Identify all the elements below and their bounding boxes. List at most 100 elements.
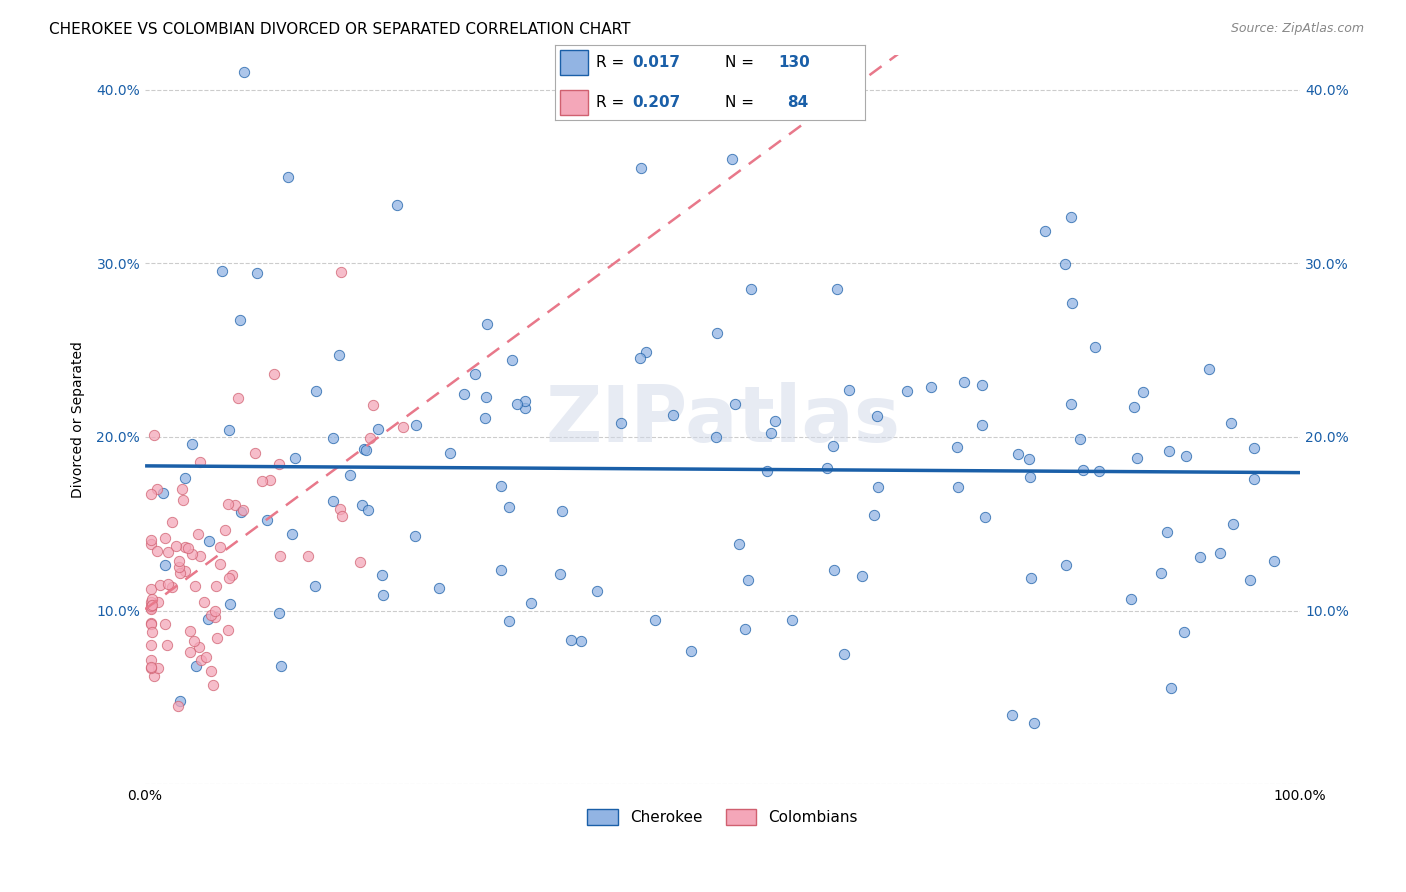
Point <box>1222 516 1244 531</box>
Point <box>204 603 226 617</box>
Bar <box>560 50 588 75</box>
Point <box>464 367 486 381</box>
Point <box>354 442 377 457</box>
Point <box>200 608 222 623</box>
Point <box>1060 296 1083 310</box>
Point <box>1173 625 1195 640</box>
Point <box>139 638 162 652</box>
Point <box>1156 524 1178 539</box>
Point <box>263 368 285 382</box>
Point <box>188 455 211 469</box>
Point <box>173 564 195 578</box>
Point <box>160 580 183 594</box>
Point <box>970 378 993 392</box>
Point <box>759 426 782 441</box>
Point <box>188 549 211 563</box>
Text: Source: ZipAtlas.com: Source: ZipAtlas.com <box>1230 22 1364 36</box>
Point <box>160 515 183 529</box>
Point <box>851 569 873 583</box>
Text: N =: N = <box>725 95 759 110</box>
Point <box>520 596 543 610</box>
Point <box>825 282 848 296</box>
Point <box>152 486 174 500</box>
Point <box>165 539 187 553</box>
Point <box>1239 573 1261 587</box>
Point <box>181 547 204 561</box>
Point <box>361 398 384 412</box>
Point <box>169 694 191 708</box>
Point <box>149 578 172 592</box>
Point <box>834 648 856 662</box>
Point <box>1159 443 1181 458</box>
Point <box>1088 464 1111 478</box>
Point <box>644 613 666 627</box>
Point <box>734 622 756 636</box>
Point <box>1209 546 1232 560</box>
Point <box>148 595 170 609</box>
Text: CHEROKEE VS COLOMBIAN DIVORCED OR SEPARATED CORRELATION CHART: CHEROKEE VS COLOMBIAN DIVORCED OR SEPARA… <box>49 22 631 37</box>
Point <box>371 588 394 602</box>
Point <box>896 384 918 398</box>
Legend: Cherokee, Colombians: Cherokee, Colombians <box>581 803 863 831</box>
Point <box>329 502 352 516</box>
Point <box>139 616 162 631</box>
Point <box>142 428 165 442</box>
Point <box>146 544 169 558</box>
Point <box>724 396 747 410</box>
Point <box>953 375 976 389</box>
Point <box>205 578 228 592</box>
Point <box>404 529 426 543</box>
Point <box>198 534 221 549</box>
Bar <box>560 90 588 115</box>
Point <box>1019 571 1042 585</box>
Point <box>585 584 607 599</box>
Point <box>1035 224 1057 238</box>
Point <box>153 617 176 632</box>
Point <box>1160 681 1182 695</box>
Point <box>139 660 162 674</box>
Point <box>427 582 450 596</box>
Point <box>474 410 496 425</box>
Point <box>1053 257 1076 271</box>
Point <box>214 523 236 537</box>
Point <box>704 430 727 444</box>
Point <box>780 613 803 627</box>
Text: R =: R = <box>596 95 628 110</box>
Point <box>491 563 513 577</box>
Point <box>662 408 685 422</box>
Point <box>1054 558 1077 572</box>
Point <box>183 634 205 648</box>
Point <box>139 617 162 632</box>
Point <box>498 615 520 629</box>
Point <box>139 653 162 667</box>
Point <box>1018 469 1040 483</box>
Point <box>139 661 162 675</box>
Point <box>367 422 389 436</box>
Point <box>221 568 243 582</box>
Point <box>190 652 212 666</box>
Point <box>489 479 512 493</box>
Point <box>946 480 969 494</box>
Point <box>208 557 231 571</box>
Point <box>756 464 779 478</box>
Point <box>153 531 176 545</box>
Text: 130: 130 <box>778 55 810 70</box>
Point <box>200 664 222 678</box>
Point <box>322 431 344 445</box>
Point <box>193 595 215 609</box>
Point <box>195 649 218 664</box>
Point <box>1219 416 1241 430</box>
Point <box>179 644 201 658</box>
Point <box>1119 591 1142 606</box>
Point <box>866 409 889 423</box>
Point <box>815 461 838 475</box>
Point <box>284 450 307 465</box>
Point <box>176 541 198 555</box>
Point <box>305 384 328 398</box>
Point <box>1018 451 1040 466</box>
Point <box>224 498 246 512</box>
Point <box>370 568 392 582</box>
Point <box>339 468 361 483</box>
Point <box>217 497 239 511</box>
Point <box>270 658 292 673</box>
